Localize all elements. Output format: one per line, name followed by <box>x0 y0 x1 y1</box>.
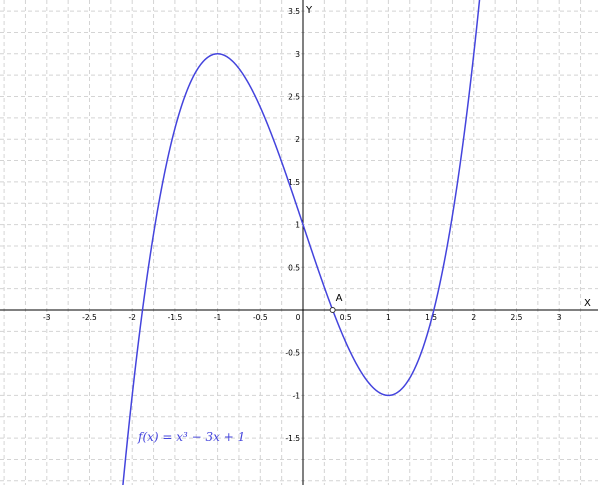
x-tick-label: -3 <box>43 313 51 322</box>
x-tick-label: 1 <box>386 313 391 322</box>
x-tick-label: -1.5 <box>168 313 183 322</box>
x-tick-label: 2.5 <box>511 313 523 322</box>
x-tick-label: -2 <box>128 313 136 322</box>
x-axis-label: X <box>584 298 591 309</box>
y-tick-label: 1 <box>295 221 300 230</box>
points[interactable]: A <box>329 293 343 313</box>
curves[interactable] <box>122 0 484 485</box>
x-tick-label: 2 <box>471 313 476 322</box>
y-tick-label: 1.5 <box>288 178 300 187</box>
x-tick-label: -0.5 <box>253 313 268 322</box>
y-tick-label: -0.5 <box>285 349 300 358</box>
y-tick-label: 3 <box>295 50 300 59</box>
y-tick-label: -1 <box>293 391 301 400</box>
x-tick-label: -2.5 <box>82 313 97 322</box>
point-marker[interactable] <box>329 307 336 313</box>
x-tick-label: 0 <box>296 313 301 322</box>
x-tick-label: 3 <box>557 313 562 322</box>
point-label: A <box>336 293 343 304</box>
y-tick-label: 2.5 <box>288 93 300 102</box>
y-axis-label: Y <box>305 5 313 16</box>
x-tick-label: 0.5 <box>340 313 352 322</box>
function-label: f(x) = x³ − 3x + 1 <box>137 430 245 444</box>
y-tick-label: -1.5 <box>285 434 300 443</box>
y-tick-label: 0.5 <box>288 263 300 272</box>
x-tick-label: -1 <box>214 313 222 322</box>
y-tick-label: 2 <box>295 135 300 144</box>
function-curve[interactable] <box>122 0 484 485</box>
y-tick-label: 3.5 <box>288 7 300 16</box>
